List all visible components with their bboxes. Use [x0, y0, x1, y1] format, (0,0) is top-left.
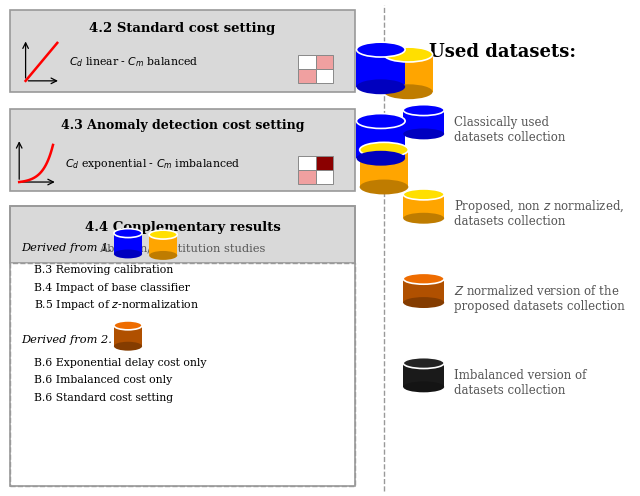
- Ellipse shape: [403, 189, 444, 200]
- Bar: [10, 206, 355, 486]
- Text: $C_d$ linear - $C_m$ balanced: $C_d$ linear - $C_m$ balanced: [69, 55, 198, 69]
- Ellipse shape: [403, 213, 444, 224]
- Text: Used datasets:: Used datasets:: [429, 43, 576, 61]
- Text: Derived from 2.: Derived from 2.: [21, 335, 112, 345]
- Ellipse shape: [360, 142, 408, 157]
- Ellipse shape: [114, 342, 142, 351]
- Bar: [298, 156, 316, 170]
- Text: $Z$ normalized version of the: $Z$ normalized version of the: [454, 284, 620, 298]
- Text: Proposed, non $z$ normalized,: Proposed, non $z$ normalized,: [454, 198, 625, 215]
- Text: datasets collection: datasets collection: [454, 215, 566, 228]
- Polygon shape: [403, 279, 444, 303]
- Bar: [10, 10, 355, 92]
- Ellipse shape: [403, 297, 444, 308]
- Ellipse shape: [356, 42, 405, 57]
- Polygon shape: [384, 55, 433, 92]
- Ellipse shape: [356, 79, 405, 94]
- Text: 4.2 Standard cost setting: 4.2 Standard cost setting: [89, 22, 276, 35]
- Text: 4.3 Anomaly detection cost setting: 4.3 Anomaly detection cost setting: [61, 119, 304, 132]
- Text: B.3 Removing calibration: B.3 Removing calibration: [34, 265, 173, 275]
- Ellipse shape: [356, 151, 405, 166]
- Bar: [316, 55, 333, 69]
- Text: B.6 Exponential delay cost only: B.6 Exponential delay cost only: [34, 358, 207, 368]
- Bar: [298, 69, 316, 83]
- Ellipse shape: [403, 273, 444, 284]
- Ellipse shape: [149, 251, 177, 260]
- Polygon shape: [403, 363, 444, 387]
- Text: Classically used: Classically used: [454, 116, 549, 129]
- Ellipse shape: [114, 249, 142, 258]
- Bar: [298, 170, 316, 184]
- Ellipse shape: [149, 230, 177, 239]
- Text: datasets collection: datasets collection: [454, 131, 566, 144]
- Bar: [316, 156, 333, 170]
- Polygon shape: [403, 194, 444, 218]
- Ellipse shape: [114, 321, 142, 330]
- Ellipse shape: [384, 84, 433, 99]
- Text: proposed datasets collection: proposed datasets collection: [454, 300, 625, 312]
- Ellipse shape: [403, 128, 444, 139]
- Text: 4.4 Conplementary results: 4.4 Conplementary results: [84, 221, 280, 234]
- Text: Ablation/substitution studies: Ablation/substitution studies: [99, 244, 266, 253]
- Bar: [10, 263, 355, 486]
- Polygon shape: [114, 325, 142, 346]
- Ellipse shape: [403, 358, 444, 369]
- Polygon shape: [114, 233, 142, 254]
- Ellipse shape: [360, 180, 408, 194]
- Text: Derived from 1.: Derived from 1.: [21, 243, 112, 253]
- Polygon shape: [356, 121, 405, 158]
- Text: $C_d$ exponential - $C_m$ imbalanced: $C_d$ exponential - $C_m$ imbalanced: [65, 157, 241, 171]
- Ellipse shape: [384, 47, 433, 62]
- Text: B.6 Standard cost setting: B.6 Standard cost setting: [34, 393, 173, 403]
- Ellipse shape: [403, 105, 444, 116]
- Text: B.6 Imbalanced cost only: B.6 Imbalanced cost only: [34, 375, 172, 385]
- Text: B.4 Impact of base classifier: B.4 Impact of base classifier: [34, 283, 190, 293]
- Bar: [316, 170, 333, 184]
- Text: datasets collection: datasets collection: [454, 384, 566, 397]
- Ellipse shape: [356, 114, 405, 128]
- Bar: [298, 55, 316, 69]
- Bar: [316, 69, 333, 83]
- Text: Imbalanced version of: Imbalanced version of: [454, 369, 587, 382]
- Polygon shape: [360, 150, 408, 187]
- Text: B.5 Impact of $z$-normalization: B.5 Impact of $z$-normalization: [34, 298, 199, 312]
- Polygon shape: [403, 110, 444, 134]
- Bar: [10, 206, 355, 263]
- Polygon shape: [356, 50, 405, 87]
- Polygon shape: [149, 235, 177, 255]
- Bar: [10, 109, 355, 191]
- Ellipse shape: [403, 381, 444, 392]
- Ellipse shape: [114, 229, 142, 238]
